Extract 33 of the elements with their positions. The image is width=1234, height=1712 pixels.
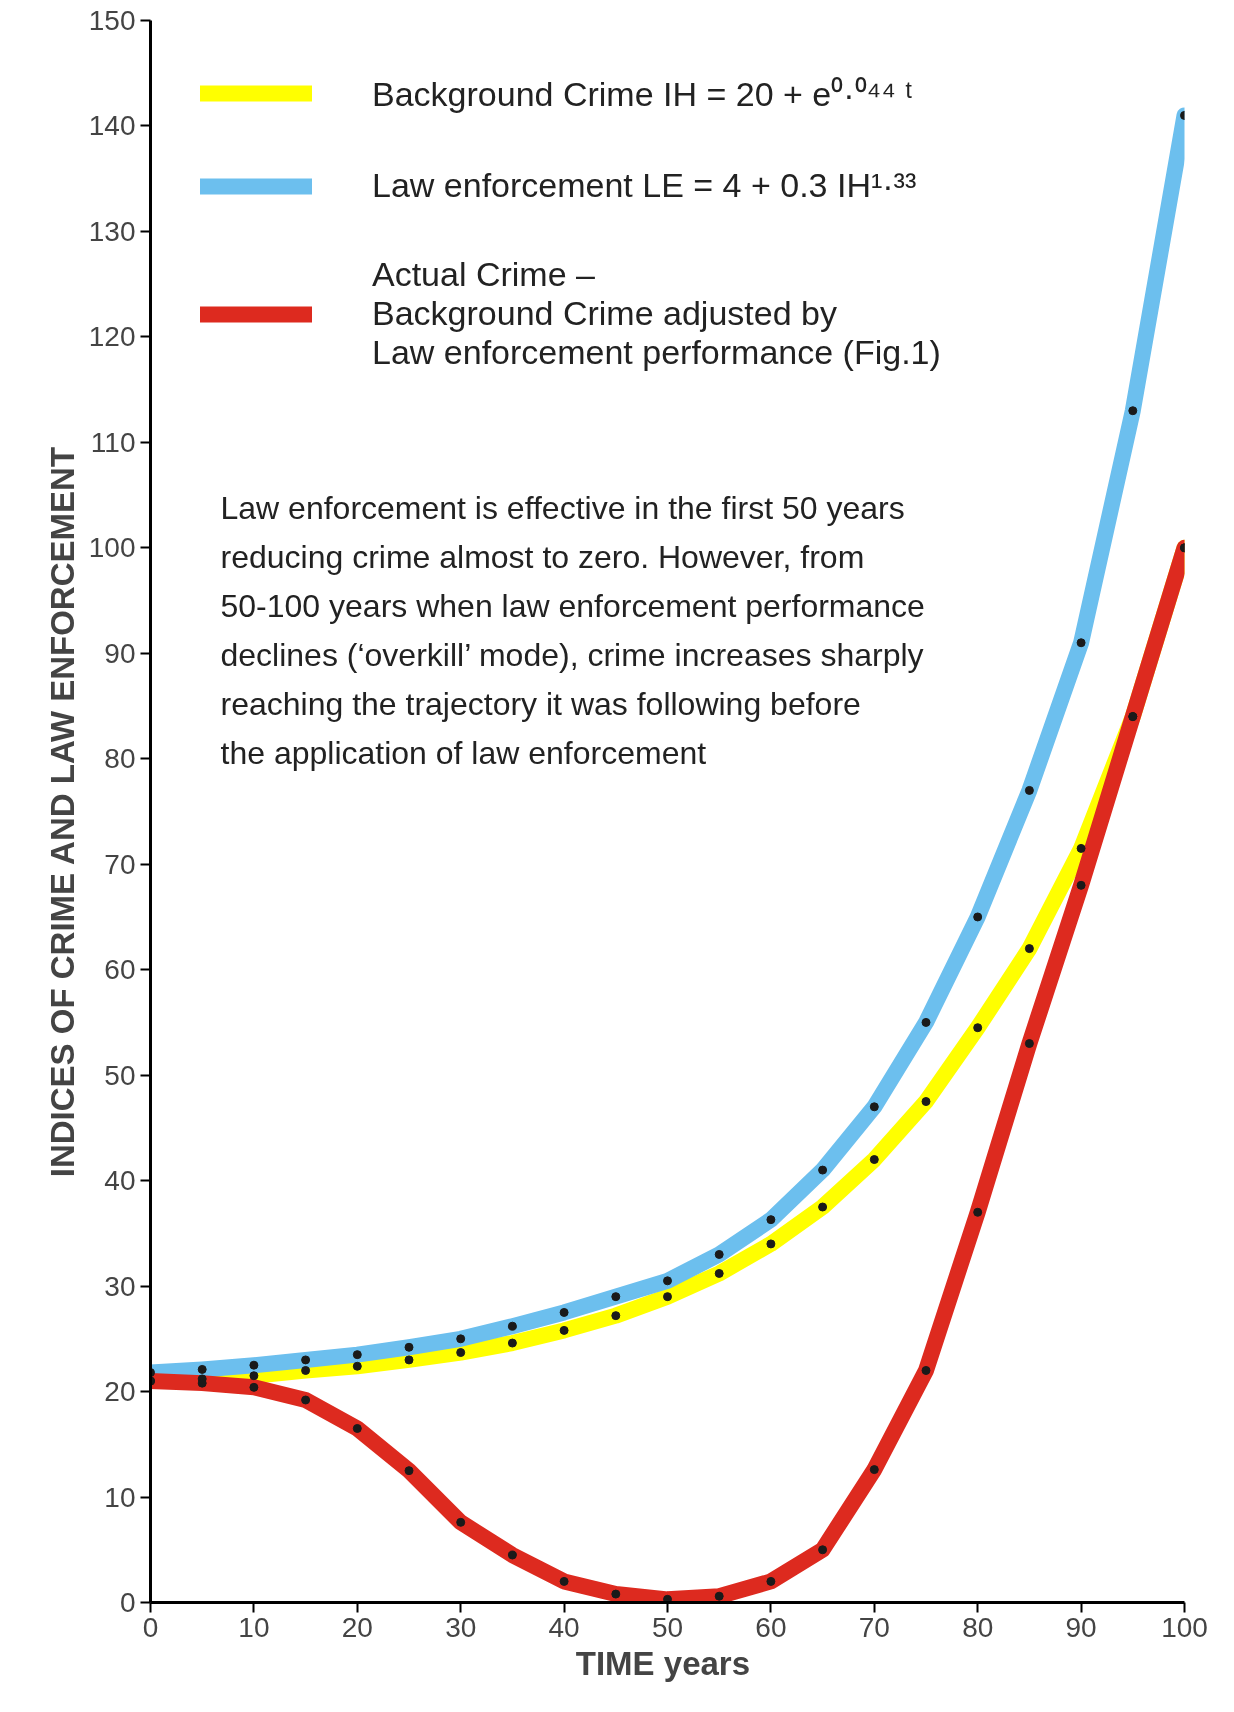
legend-label: Actual Crime – Background Crime adjusted by Law enforcement performance (Fig.1) xyxy=(372,255,941,372)
y-tick-label: 60 xyxy=(104,954,136,986)
y-tick-label: 0 xyxy=(119,1587,136,1618)
legend-label: Law enforcement LE = 4 + 0.3 IH¹·³³ xyxy=(372,166,917,205)
x-tick-label: 70 xyxy=(858,1611,890,1643)
x-tick-label: 40 xyxy=(548,1611,580,1643)
y-tick-label: 140 xyxy=(88,110,136,142)
y-tick-label: 120 xyxy=(88,321,136,353)
y-tick-label: 80 xyxy=(104,743,136,775)
x-tick-label: 30 xyxy=(445,1611,477,1643)
y-tick-label: 130 xyxy=(88,215,136,247)
y-tick-label: 40 xyxy=(104,1165,136,1197)
x-tick-label: 100 xyxy=(1161,1611,1208,1643)
x-axis-title: TIME years xyxy=(575,1644,751,1682)
x-tick-label: 90 xyxy=(1065,1611,1097,1643)
annotation: Law enforcement is effective in the first 50 years reducing crime almost to zero. However, from 50-100 years when law enforcement performance declines (‘overkill’ mode), crime increases sharply reaching the trajectory it was following before the application of law enforcement xyxy=(220,489,925,771)
y-tick-label: 100 xyxy=(88,532,136,564)
y-tick-label: 90 xyxy=(104,637,136,669)
x-tick-label: 20 xyxy=(341,1611,373,1643)
x-tick-label: 80 xyxy=(962,1611,994,1643)
y-tick-label: 70 xyxy=(104,848,136,880)
y-tick-label: 110 xyxy=(90,426,136,458)
y-tick-label: 50 xyxy=(104,1059,136,1091)
x-tick-label: 60 xyxy=(755,1611,787,1643)
y-tick-label: 20 xyxy=(104,1376,136,1408)
y-tick-label: 150 xyxy=(88,5,136,36)
x-tick-label: 0 xyxy=(142,1611,159,1643)
x-tick-label: 10 xyxy=(238,1611,270,1643)
y-axis-title: INDICES OF CRIME AND LAW ENFORCEMENT xyxy=(43,446,81,1178)
y-tick-label: 10 xyxy=(104,1481,136,1513)
y-tick-label: 30 xyxy=(104,1270,136,1302)
legend-label: Background Crime IH = 20 + e⁰·⁰⁴⁴ ᵗ xyxy=(372,74,913,115)
x-tick-label: 50 xyxy=(651,1611,684,1643)
